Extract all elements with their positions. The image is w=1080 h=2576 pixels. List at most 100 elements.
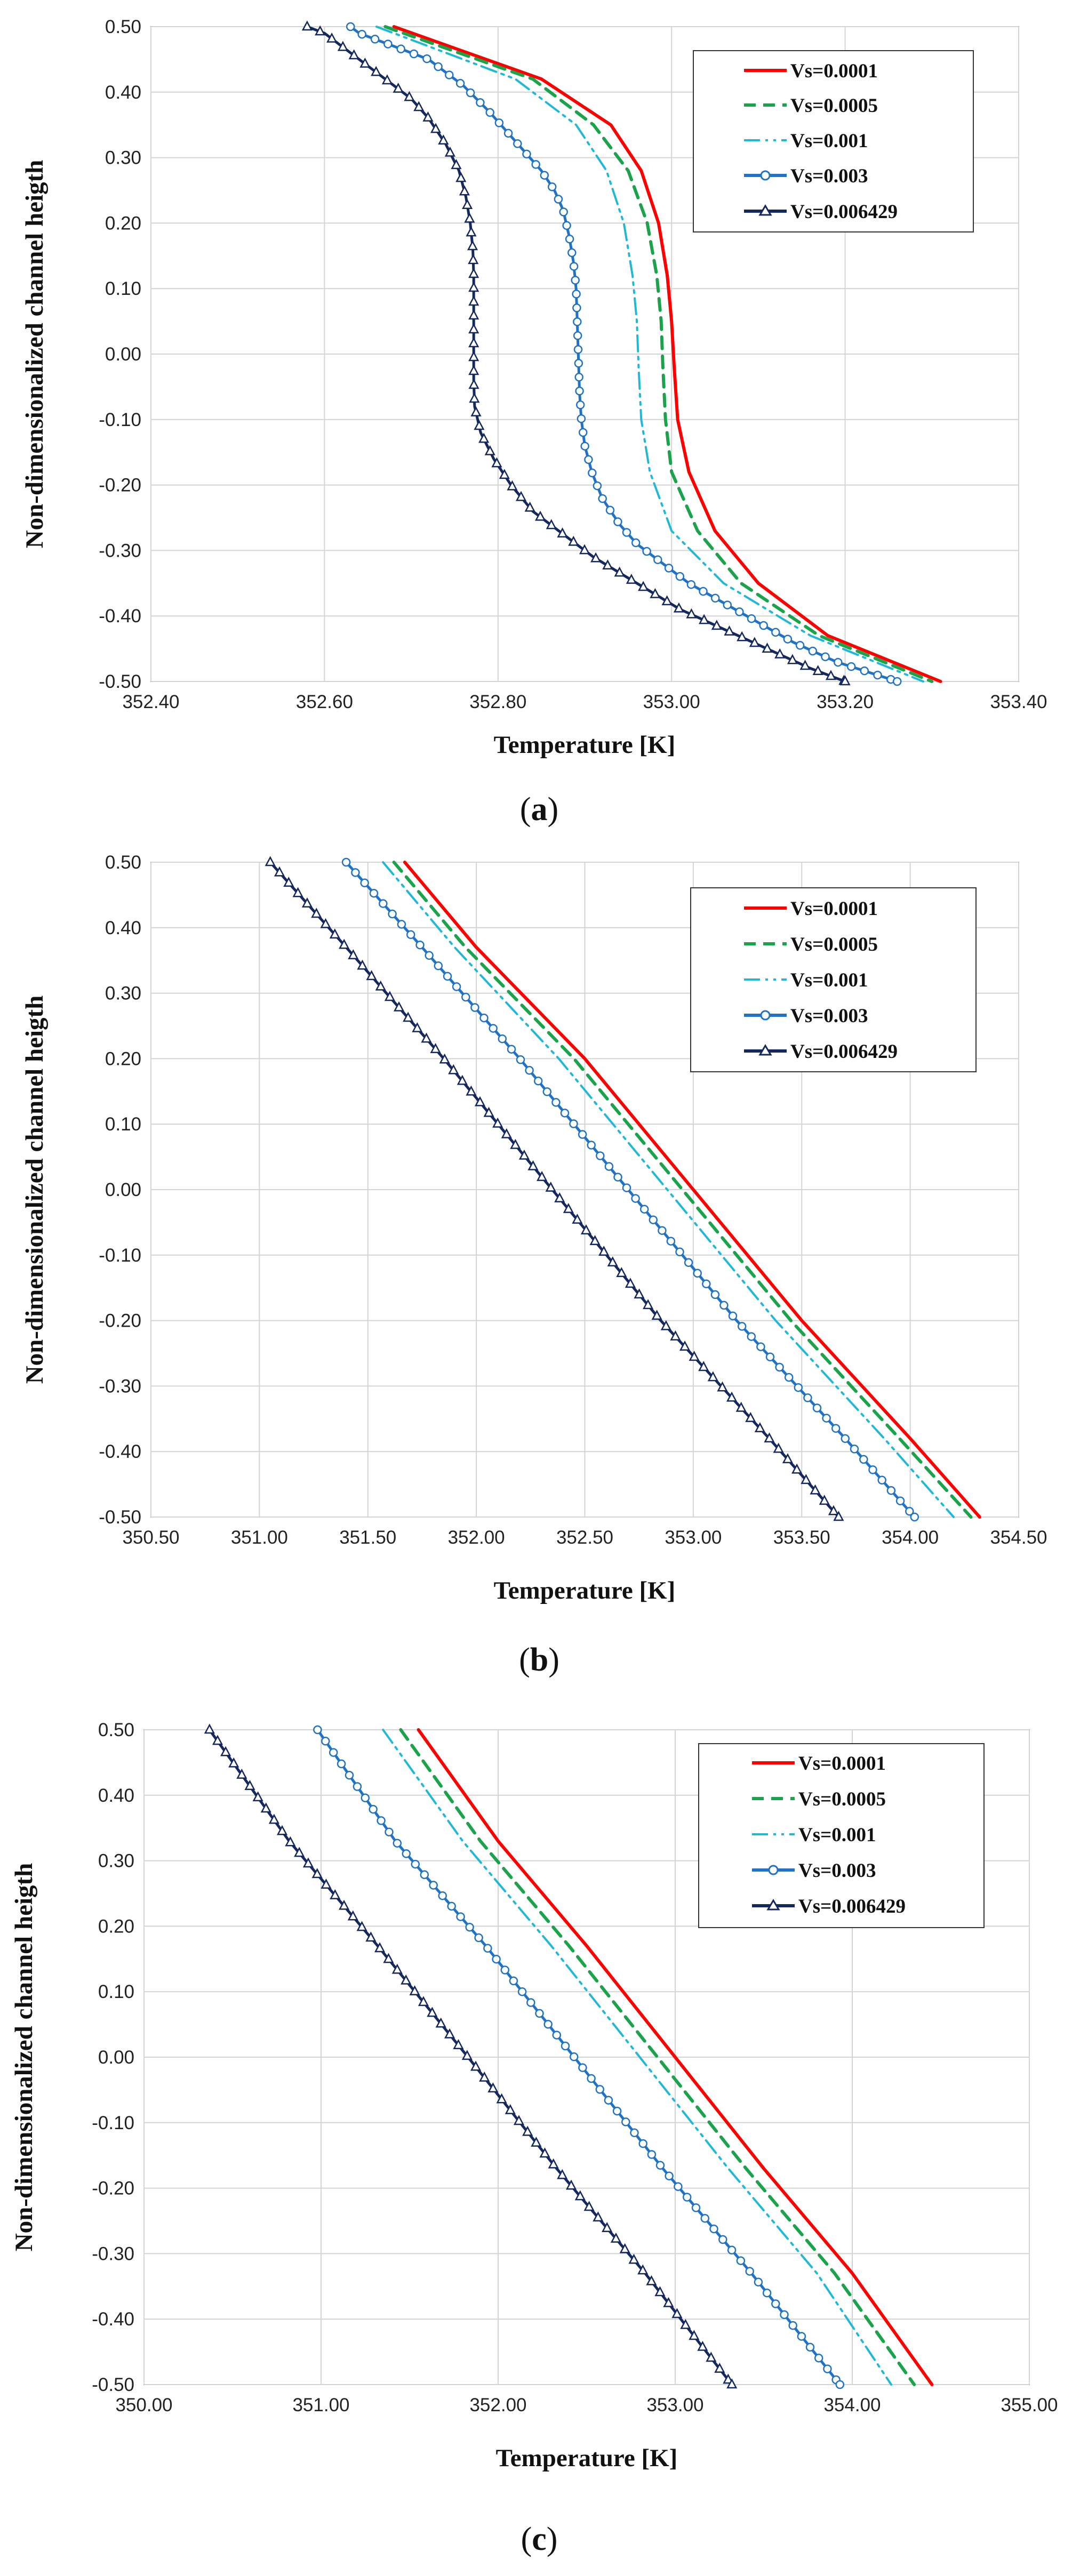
x-tick-label: 351.50 xyxy=(339,1527,396,1548)
data-point-vs-0.006429 xyxy=(315,25,326,36)
data-point-vs-0.003 xyxy=(561,2041,570,2051)
data-point-vs-0.003 xyxy=(379,899,388,908)
data-point-vs-0.006429 xyxy=(507,480,518,491)
data-point-vs-0.006429 xyxy=(762,643,773,653)
data-point-vs-0.003 xyxy=(409,49,419,59)
data-point-vs-0.006429 xyxy=(610,2232,622,2243)
y-tick-label: -0.10 xyxy=(92,2113,134,2133)
data-point-vs-0.006429 xyxy=(466,226,477,237)
data-point-vs-0.003 xyxy=(402,1849,411,1858)
data-point-vs-0.003 xyxy=(613,517,622,526)
data-point-vs-0.006429 xyxy=(276,1825,288,1835)
data-point-vs-0.003 xyxy=(587,2074,596,2083)
data-point-vs-0.003 xyxy=(664,564,674,573)
data-point-vs-0.006429 xyxy=(274,866,285,877)
x-tick-label: 352.00 xyxy=(469,2395,526,2415)
data-point-vs-0.003 xyxy=(369,1804,378,1814)
data-point-vs-0.003 xyxy=(346,22,355,31)
data-point-vs-0.006429 xyxy=(527,1160,539,1170)
legend-marker-triangle xyxy=(766,1899,780,1911)
y-axis-title: Non-dimensionalized channel heigth xyxy=(21,996,49,1384)
x-axis-title: Temperature [K] xyxy=(494,1577,676,1604)
data-point-vs-0.006429 xyxy=(468,379,479,389)
x-tick-label: 354.00 xyxy=(882,1527,939,1548)
data-point-vs-0.003 xyxy=(560,1109,570,1118)
data-point-vs-0.006429 xyxy=(707,1371,718,1382)
data-point-vs-0.006429 xyxy=(661,595,673,606)
data-point-vs-0.003 xyxy=(573,331,582,340)
data-point-vs-0.003 xyxy=(756,1342,765,1351)
series-line-vs-0.001 xyxy=(382,1729,892,2386)
data-point-vs-0.003 xyxy=(812,1403,822,1413)
x-tick-labels: 350.50 351.00 351.50 352.00 352.50 353.00 353.… xyxy=(122,1527,1047,1548)
data-point-vs-0.003 xyxy=(571,276,580,285)
legend-label-vs-0.003: Vs=0.003 xyxy=(790,165,868,187)
data-point-vs-0.003 xyxy=(369,888,379,898)
data-point-vs-0.006429 xyxy=(464,212,475,223)
legend-entry-vs-0.0005: Vs=0.0005 xyxy=(752,1788,886,1810)
data-point-vs-0.006429 xyxy=(409,1985,420,1995)
data-point-vs-0.006429 xyxy=(686,608,697,619)
data-point-vs-0.003 xyxy=(551,1098,561,1107)
data-point-vs-0.006429 xyxy=(642,1299,654,1310)
data-point-vs-0.003 xyxy=(587,1141,596,1150)
data-point-vs-0.006429 xyxy=(546,519,557,529)
data-point-vs-0.006429 xyxy=(413,101,425,111)
data-point-vs-0.003 xyxy=(775,1362,784,1372)
x-tick-label: 351.00 xyxy=(292,2395,349,2415)
data-point-vs-0.006429 xyxy=(651,1310,662,1320)
data-point-vs-0.003 xyxy=(795,641,805,650)
data-point-vs-0.006429 xyxy=(451,159,462,170)
data-point-vs-0.006429 xyxy=(764,1432,775,1443)
y-tick-label: 0.50 xyxy=(98,1720,134,1740)
data-point-vs-0.006429 xyxy=(524,501,535,512)
data-point-vs-0.003 xyxy=(595,2085,605,2094)
data-point-vs-0.003 xyxy=(699,587,708,596)
data-point-vs-0.003 xyxy=(420,1870,429,1880)
x-tick-label: 352.40 xyxy=(122,692,179,712)
data-point-vs-0.003 xyxy=(684,1258,693,1267)
legend-label-vs-0.006429: Vs=0.006429 xyxy=(790,1041,898,1063)
data-point-vs-0.006429 xyxy=(590,552,602,563)
data-point-vs-0.006429 xyxy=(468,337,479,348)
data-point-vs-0.006429 xyxy=(455,172,467,182)
data-point-vs-0.006429 xyxy=(236,1768,247,1779)
data-point-vs-0.006429 xyxy=(468,268,479,278)
legend-box xyxy=(693,50,974,232)
data-point-vs-0.006429 xyxy=(457,1074,468,1085)
data-point-vs-0.003 xyxy=(850,1445,859,1454)
data-point-vs-0.003 xyxy=(337,1759,346,1769)
data-point-vs-0.003 xyxy=(455,79,465,88)
data-point-vs-0.006429 xyxy=(430,1043,441,1053)
chart-panel-a: 0.50 0.40 0.30 0.20 0.10 0.00 -0.10 -0.20 -0.30 -… xyxy=(21,17,1047,828)
chart-panel-c: 0.50 0.40 0.30 0.20 0.10 0.00 -0.10 -0.20 -0.30 -… xyxy=(10,1720,1058,2557)
data-point-vs-0.003 xyxy=(385,1827,394,1836)
data-point-vs-0.003 xyxy=(509,1976,518,1986)
data-point-vs-0.006429 xyxy=(330,1889,341,1899)
y-tick-label: -0.10 xyxy=(99,410,141,430)
data-point-vs-0.003 xyxy=(341,857,351,867)
y-tick-label: 0.30 xyxy=(105,983,141,1004)
data-point-vs-0.003 xyxy=(886,1486,896,1495)
data-point-vs-0.006429 xyxy=(568,535,579,546)
data-point-vs-0.003 xyxy=(788,2321,797,2330)
data-point-vs-0.006429 xyxy=(453,2039,464,2049)
data-point-vs-0.003 xyxy=(494,118,504,127)
caption-letter: a xyxy=(531,791,548,828)
data-point-vs-0.003 xyxy=(422,54,431,63)
data-point-vs-0.003 xyxy=(569,2052,579,2061)
data-point-vs-0.006429 xyxy=(593,2211,604,2222)
data-point-vs-0.003 xyxy=(873,670,882,680)
data-point-vs-0.006429 xyxy=(487,2082,499,2093)
data-point-vs-0.003 xyxy=(500,1965,510,1975)
data-point-vs-0.003 xyxy=(445,70,454,79)
data-point-vs-0.003 xyxy=(831,1424,841,1433)
data-point-vs-0.003 xyxy=(754,2277,763,2287)
data-point-vs-0.006429 xyxy=(427,2007,438,2017)
data-point-vs-0.006429 xyxy=(557,2169,568,2179)
series-line-vs-0.0001 xyxy=(403,861,981,1519)
y-tick-label: 0.30 xyxy=(105,148,141,168)
legend-label-vs-0.001: Vs=0.001 xyxy=(798,1824,876,1846)
data-point-vs-0.003 xyxy=(483,1944,492,1953)
data-point-vs-0.003 xyxy=(765,1352,775,1362)
